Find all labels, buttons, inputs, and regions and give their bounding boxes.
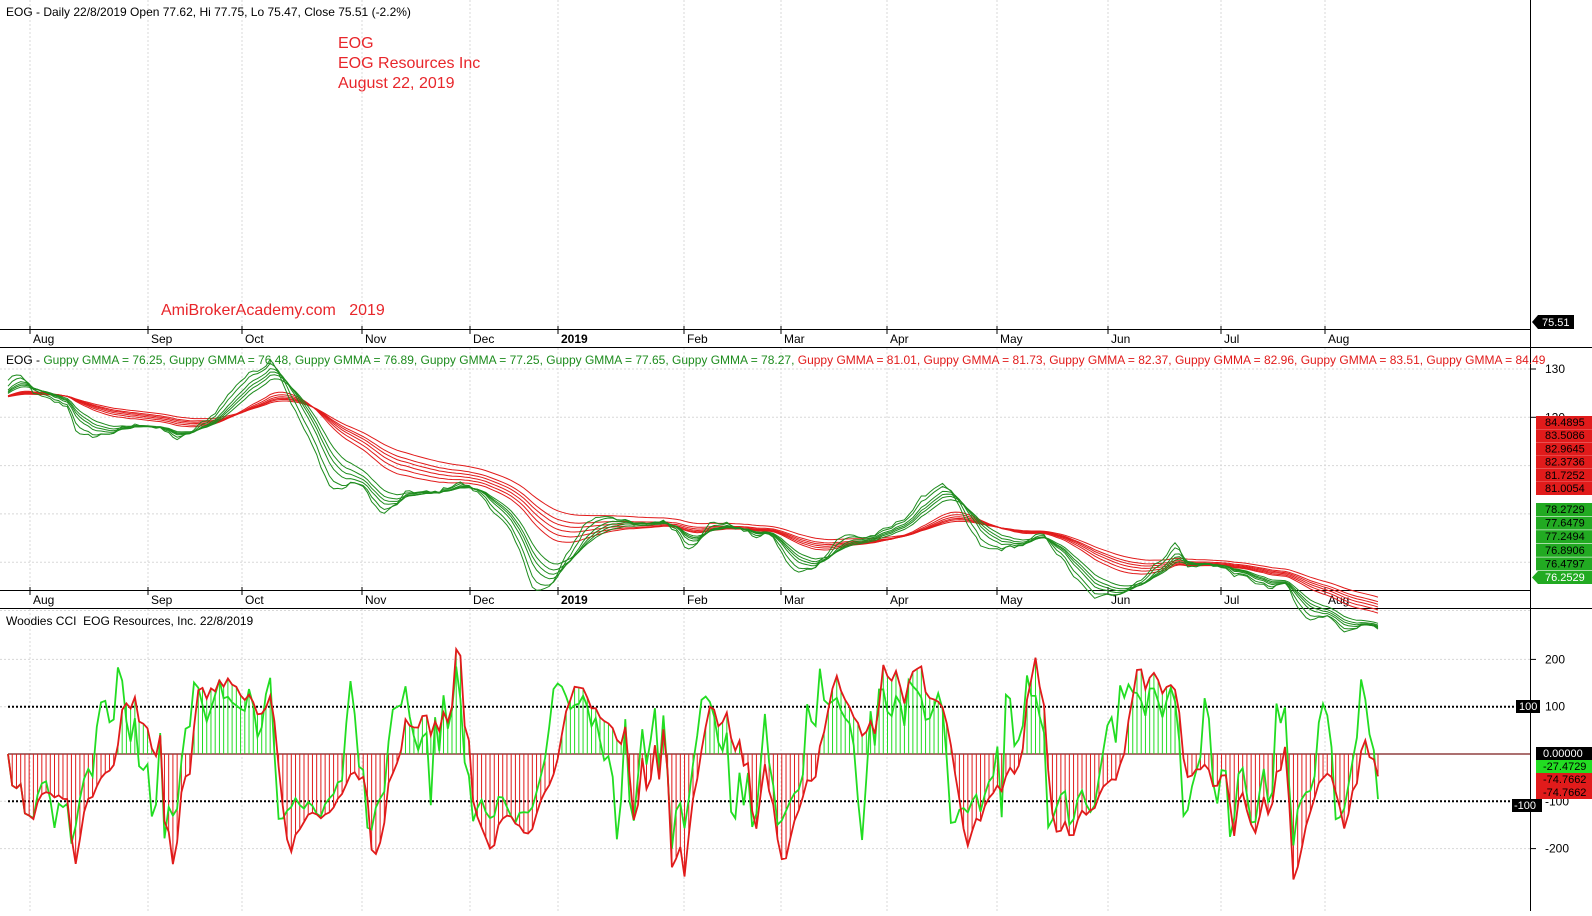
cci-badge	[1516, 700, 1540, 713]
price-x-tick-label: Aug	[33, 332, 54, 346]
gmma-red-badge-label: 81.0054	[1545, 483, 1585, 495]
gmma-green-badge-label: 77.2494	[1545, 531, 1585, 543]
gmma-red-badge	[1536, 416, 1592, 429]
watermark-text: AmiBrokerAcademy.com 2019	[161, 302, 385, 319]
cci-badge-label: 100	[1519, 701, 1537, 713]
gmma-x-axis: Aug Sep Oct Nov Dec 2019 Feb Mar Apr May Jun Jul Aug	[29, 587, 1349, 607]
cci-y-tick-label: -200	[1545, 842, 1569, 856]
gmma-short-line	[7, 371, 1379, 627]
price-header: EOG - Daily 22/8/2019 Open 77.62, Hi 77.…	[6, 5, 411, 19]
price-x-tick-label: 2019	[561, 332, 588, 346]
gmma-x-tick-label: Jun	[1111, 593, 1130, 607]
cci-badge-label: -27.4729	[1543, 761, 1586, 773]
price-x-tick-label: Apr	[890, 332, 909, 346]
gmma-x-tick-label: Apr	[890, 593, 909, 607]
cci-badge	[1512, 799, 1542, 812]
price-x-tick-label: Jul	[1224, 332, 1239, 346]
cci-badge-label: 0.00000	[1543, 748, 1583, 760]
gmma-green-badge	[1532, 571, 1592, 584]
gmma-short-line	[7, 378, 1379, 624]
cci-y-tick-label: 200	[1545, 652, 1565, 666]
gmma-red-badge-label: 82.3736	[1545, 457, 1585, 469]
gmma-red-badge	[1536, 468, 1592, 482]
cci-lines	[7, 646, 1379, 880]
gmma-header: EOG - Guppy GMMA = 76.25, Guppy GMMA = 7…	[6, 353, 1546, 367]
gmma-short-line	[7, 362, 1379, 630]
gmma-x-tick-label: Feb	[687, 593, 708, 607]
gmma-lines	[7, 358, 1379, 633]
gmma-green-badge	[1536, 543, 1592, 557]
gmma-x-tick-label: 2019	[561, 593, 588, 607]
gmma-red-badge-label: 84.4895	[1545, 417, 1585, 429]
cci-badge	[1536, 773, 1592, 786]
gmma-green-badge-label: 76.2529	[1545, 572, 1585, 584]
price-x-tick-label: May	[1000, 332, 1023, 346]
annotation-date: August 22, 2019	[338, 75, 455, 92]
cci-badge-label: -74.7662	[1543, 787, 1586, 799]
price-x-tick-label: Sep	[151, 332, 173, 346]
gmma-green-badge	[1536, 530, 1592, 544]
gmma-red-badge	[1536, 455, 1592, 469]
gmma-x-tick-label: Mar	[784, 593, 805, 607]
price-x-tick-label: Oct	[245, 332, 264, 346]
cci-badge	[1536, 747, 1592, 760]
gmma-green-badge	[1536, 516, 1592, 530]
gmma-x-tick-label: Dec	[473, 593, 494, 607]
gmma-green-badge-label: 76.8906	[1545, 545, 1585, 557]
gmma-red-badge	[1536, 429, 1592, 443]
gmma-long-line	[7, 392, 1379, 603]
cci-badge	[1536, 760, 1592, 773]
gmma-x-tick-label: May	[1000, 593, 1023, 607]
gmma-x-tick-label: Sep	[151, 593, 173, 607]
gmma-red-badge-label: 81.7252	[1545, 470, 1585, 482]
last-close-badge: 75.51	[1532, 315, 1574, 329]
gmma-green-badge	[1536, 557, 1592, 571]
last-close-label: 75.51	[1542, 317, 1570, 329]
price-x-tick-label: Nov	[365, 332, 386, 346]
price-x-tick-label: Mar	[784, 332, 805, 346]
annotation-ticker: EOG	[338, 35, 374, 52]
gmma-short-line	[7, 368, 1379, 628]
gmma-red-badge	[1536, 482, 1592, 495]
gmma-green-badge-label: 76.4797	[1545, 558, 1585, 570]
gmma-x-tick-label: Jul	[1224, 593, 1239, 607]
annotation-company: EOG Resources Inc	[338, 55, 480, 72]
gmma-red-badge	[1536, 442, 1592, 456]
gmma-pane[interactable]: EOG - Guppy GMMA = 76.25, Guppy GMMA = 7…	[6, 353, 1592, 633]
gmma-red-badge-label: 82.9645	[1545, 443, 1585, 455]
price-x-tick-label: Aug	[1328, 332, 1349, 346]
gmma-y-tick-label: 130	[1545, 362, 1565, 376]
price-x-axis: Aug Sep Oct Nov Dec 2019 Feb Mar Apr May Jun Jul Aug	[29, 326, 1349, 346]
gmma-green-badge	[1536, 503, 1592, 516]
gmma-green-badge-label: 77.6479	[1545, 518, 1585, 530]
cci-main-line	[7, 646, 1379, 880]
gmma-green-badge-label: 78.2729	[1545, 504, 1585, 516]
cci-badge-label: -100	[1514, 800, 1536, 812]
price-x-tick-label: Feb	[687, 332, 708, 346]
gmma-x-tick-label: Aug	[33, 593, 54, 607]
gmma-x-tick-label: Oct	[245, 593, 264, 607]
cci-badge-label: -74.7662	[1543, 774, 1586, 786]
cci-y-tick-label: 100	[1545, 700, 1565, 714]
gmma-long-line	[7, 393, 1379, 598]
gmma-red-badge-label: 83.5086	[1545, 430, 1585, 442]
cci-header: Woodies CCI EOG Resources, Inc. 22/8/201…	[6, 614, 254, 628]
gmma-x-tick-label: Nov	[365, 593, 386, 607]
cci-turbo-line	[7, 666, 1379, 849]
price-x-tick-label: Dec	[473, 332, 494, 346]
gmma-short-line	[7, 358, 1379, 633]
cci-pane[interactable]: Woodies CCI EOG Resources, Inc. 22/8/201…	[6, 614, 1592, 880]
cci-badge	[1536, 786, 1592, 799]
price-x-tick-label: Jun	[1111, 332, 1130, 346]
price-pane[interactable]: EOG - Daily 22/8/2019 Open 77.62, Hi 77.…	[6, 0, 1574, 346]
